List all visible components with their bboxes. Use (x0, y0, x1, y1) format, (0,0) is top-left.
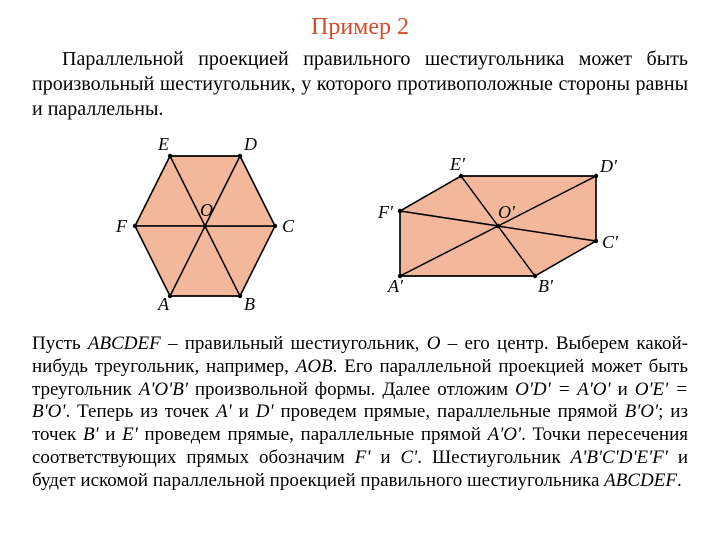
italic-term: E' (122, 424, 138, 445)
figure-projection: A' B' C' D' E' F' O' (340, 146, 640, 311)
figure-hexagon: A B C D E F O (80, 126, 330, 331)
svg-text:O: O (200, 200, 213, 220)
svg-text:C': C' (602, 232, 619, 252)
svg-text:C: C (282, 216, 295, 236)
svg-text:E': E' (449, 154, 466, 174)
italic-term: AOB (296, 356, 333, 377)
svg-text:F': F' (377, 202, 394, 222)
intro-paragraph: Параллельной проекцией правильного шести… (32, 47, 688, 122)
figures-row: A B C D E F O A' B' C' D' E' F' O' (32, 126, 688, 331)
italic-term: ABCDEF (604, 470, 677, 491)
example-title: Пример 2 (32, 14, 688, 41)
svg-text:B: B (244, 294, 255, 314)
italic-term: A'O' (488, 424, 521, 445)
italic-term: C' (400, 447, 417, 468)
italic-term: O (427, 333, 441, 354)
italic-term: ABCDEF (88, 333, 161, 354)
italic-term: A'B'C'D'E'F' (571, 447, 668, 468)
svg-text:A: A (157, 294, 170, 314)
svg-text:D': D' (599, 156, 618, 176)
svg-text:B': B' (538, 276, 554, 296)
italic-term: B'O' (625, 401, 658, 422)
svg-text:A': A' (387, 276, 404, 296)
italic-term: B' (83, 424, 99, 445)
italic-term: A' (216, 401, 232, 422)
italic-term: A'O'B' (139, 379, 188, 400)
italic-term: F' (355, 447, 371, 468)
svg-text:O': O' (498, 202, 516, 222)
svg-text:D: D (243, 134, 257, 154)
italic-term: D' (256, 401, 274, 422)
svg-text:F: F (115, 216, 128, 236)
svg-text:E: E (157, 134, 169, 154)
italic-term: O'D' = A'O' (515, 379, 610, 400)
body-paragraph: Пусть ABCDEF – правильный шестиугольник,… (32, 333, 688, 493)
